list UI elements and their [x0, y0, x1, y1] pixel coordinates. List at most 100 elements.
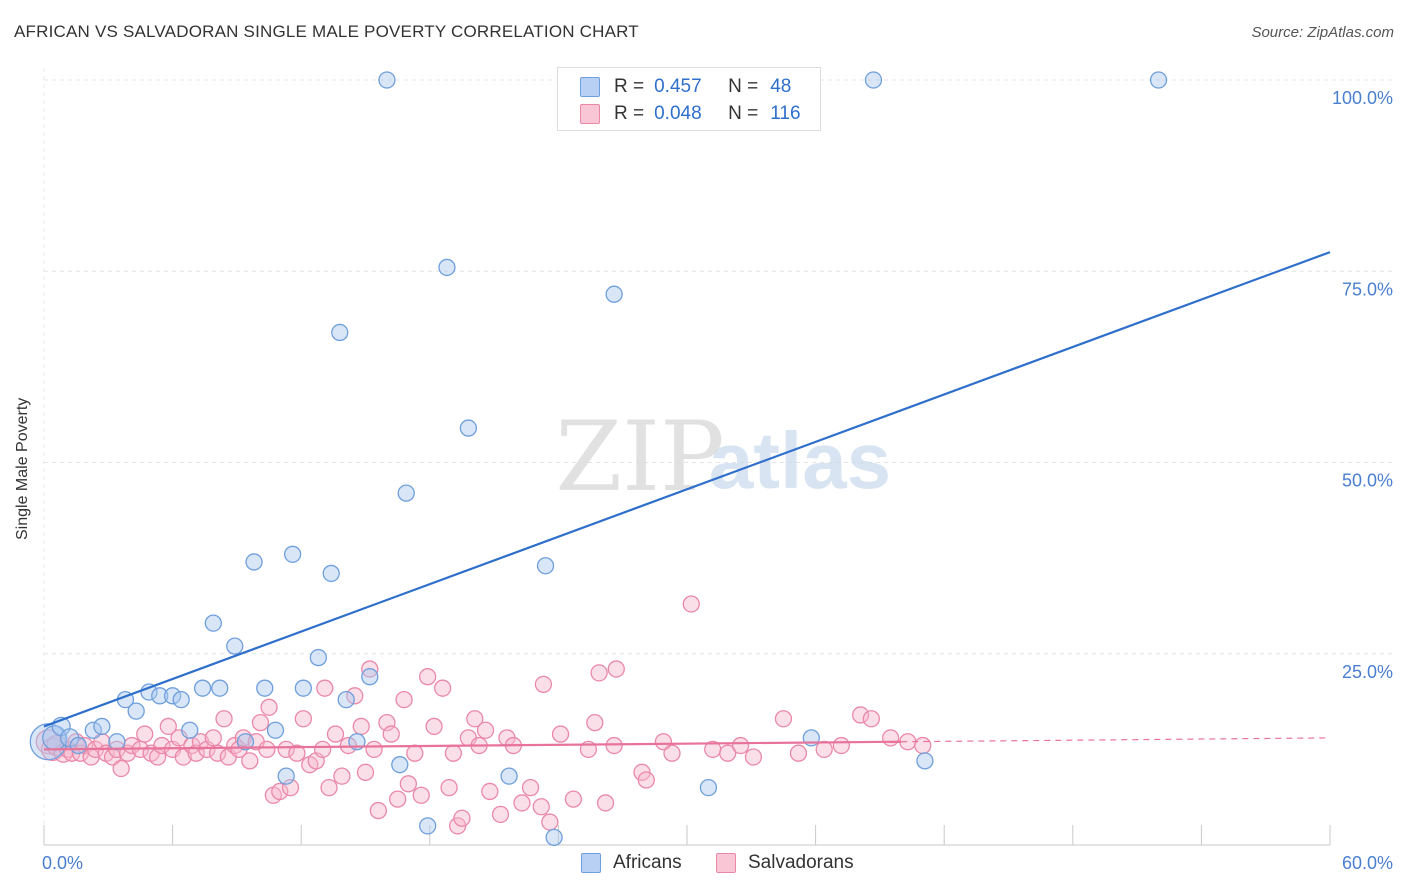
salvadorans-point-91 [564, 790, 583, 808]
salvadorans-point-57 [346, 687, 364, 705]
salvadorans-point-85 [513, 794, 531, 812]
salvadorans-point-81 [481, 782, 499, 801]
salvadorans-point-48 [294, 710, 312, 728]
salvadorans-point-95 [596, 794, 615, 812]
salvadorans-point-44 [271, 782, 289, 801]
salvadorans-point-32 [208, 744, 227, 762]
salvadorans-trend-extension [901, 737, 1331, 743]
salvadorans-point-61 [365, 740, 383, 759]
salvadorans-point-22 [153, 736, 171, 755]
salvadorans-r-label: R = [614, 103, 645, 124]
africans-n-label: N = [728, 76, 759, 97]
legend-stats-salvadorans: R = 0.048 N = 116 [580, 103, 801, 125]
africans-point-22 [266, 721, 285, 739]
chart-title: AFRICAN VS SALVADORAN SINGLE MALE POVERT… [14, 22, 639, 41]
salvadorans-point-19 [136, 725, 154, 743]
africans-point-45 [864, 71, 883, 89]
salvadorans-point-90 [551, 725, 570, 743]
africans-r-label: R = [614, 76, 645, 97]
salvadorans-point-74 [444, 744, 463, 762]
y-tick-label-2: 75.0% [1342, 279, 1393, 299]
x-tick-label-min: 0.0% [42, 853, 83, 873]
salvadorans-point-108 [789, 744, 808, 762]
africans-point-25 [294, 679, 312, 697]
africans-point-24 [283, 545, 302, 563]
series-africans-points [29, 71, 1168, 846]
salvadorans-legend-swatch [716, 853, 736, 873]
salvadorans-point-67 [399, 775, 418, 793]
salvadorans-point-88 [534, 675, 553, 693]
salvadorans-point-93 [586, 713, 604, 732]
africans-point-12 [163, 687, 182, 705]
salvadorans-point-82 [491, 805, 510, 824]
africans-point-34 [397, 484, 415, 502]
salvadorans-point-106 [744, 748, 763, 766]
salvadorans-point-112 [862, 710, 880, 728]
salvadorans-r-value: 0.048 [654, 103, 702, 124]
africans-point-33 [391, 756, 409, 774]
africans-point-27 [322, 564, 340, 583]
salvadorans-point-23 [159, 717, 177, 736]
salvadorans-point-59 [356, 763, 375, 781]
africans-point-26 [309, 648, 327, 667]
salvadorans-point-86 [521, 778, 540, 797]
africans-point-17 [211, 679, 229, 697]
salvadorans-point-102 [682, 595, 700, 613]
africans-point-40 [545, 828, 563, 846]
x-tick-label-max: 60.0% [1342, 853, 1393, 873]
salvadorans-point-55 [333, 767, 351, 785]
salvadorans-point-110 [832, 736, 850, 755]
legend-series: Africans Salvadorans [0, 852, 1406, 876]
africans-r-value: 0.457 [654, 76, 702, 97]
salvadorans-point-64 [382, 725, 400, 743]
salvadorans-point-42 [260, 698, 278, 716]
legend-stats: R = 0.457 N = 48 R = 0.048 N = 116 [557, 67, 821, 131]
africans-trend-line [43, 251, 1331, 728]
legend-item-salvadorans[interactable]: Salvadorans [716, 852, 854, 874]
watermark: ZIP atlas [555, 401, 891, 513]
salvadorans-point-109 [815, 740, 833, 759]
africans-point-35 [419, 817, 437, 835]
africans-point-32 [378, 71, 396, 89]
salvadorans-point-89 [541, 813, 559, 831]
africans-point-9 [127, 702, 145, 720]
africans-point-16 [204, 614, 222, 632]
watermark-atlas: atlas [709, 416, 891, 505]
africans-point-19 [236, 733, 255, 751]
salvadorans-point-54 [326, 725, 345, 743]
salvadorans-point-99 [637, 771, 655, 789]
salvadorans-point-87 [532, 798, 550, 816]
series-salvadorans-points [35, 595, 932, 835]
africans-legend-label: Africans [613, 852, 682, 873]
salvadorans-point-94 [590, 664, 608, 682]
salvadorans-point-76 [453, 809, 471, 827]
africans-point-5 [84, 721, 102, 739]
salvadorans-point-52 [316, 679, 334, 697]
africans-point-6 [93, 717, 111, 736]
africans-point-4 [69, 736, 87, 755]
africans-n-value: 48 [770, 76, 792, 97]
salvadorans-point-69 [412, 786, 430, 804]
salvadorans-n-label: N = [728, 103, 759, 124]
africans-legend-swatch [581, 853, 601, 873]
legend-item-africans[interactable]: Africans [581, 852, 682, 874]
salvadorans-point-96 [605, 736, 623, 755]
africans-point-14 [181, 721, 199, 739]
salvadorans-point-97 [607, 660, 625, 678]
africans-point-39 [536, 557, 555, 575]
africans-point-41 [605, 285, 623, 303]
y-tick-label-1: 50.0% [1342, 471, 1393, 491]
salvadorans-point-65 [388, 790, 407, 808]
salvadorans-point-70 [419, 668, 437, 686]
africans-point-37 [459, 419, 478, 437]
salvadorans-point-80 [476, 721, 495, 739]
salvadorans-point-58 [352, 717, 370, 736]
africans-point-43 [699, 778, 718, 797]
africans-point-11 [151, 687, 169, 705]
salvadorans-point-33 [215, 710, 233, 728]
salvadorans-point-47 [288, 744, 306, 762]
y-tick-label-3: 100.0% [1332, 88, 1393, 108]
salvadorans-point-100 [654, 733, 673, 751]
salvadorans-point-40 [251, 713, 270, 732]
